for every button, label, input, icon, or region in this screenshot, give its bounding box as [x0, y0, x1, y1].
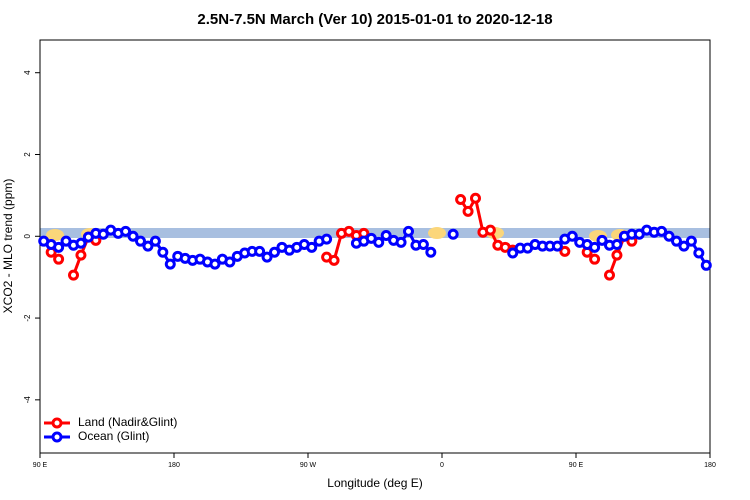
- y-tick-label: 2: [23, 152, 32, 157]
- data-point: [75, 237, 87, 249]
- data-point: [149, 235, 161, 247]
- x-tick-label: 180: [168, 462, 180, 469]
- data-point: [306, 241, 318, 253]
- land-shade: [428, 227, 446, 239]
- y-tick-label: 0: [23, 234, 32, 239]
- data-point: [135, 235, 146, 247]
- legend-marker: [51, 417, 63, 429]
- data-point: [484, 224, 496, 236]
- x-tick-label: 90 W: [300, 462, 317, 469]
- data-point: [75, 249, 87, 261]
- y-tick-label: -2: [23, 314, 32, 322]
- data-point: [164, 258, 176, 270]
- data-point: [462, 205, 474, 217]
- data-point: [693, 247, 705, 259]
- data-point: [157, 246, 169, 258]
- data-point: [671, 235, 682, 247]
- data-point: [663, 230, 675, 242]
- data-point: [395, 236, 407, 248]
- data-point: [254, 245, 266, 257]
- data-point: [269, 246, 280, 258]
- chart-title: 2.5N-7.5N March (Ver 10) 2015-01-01 to 2…: [197, 11, 552, 28]
- legend-label: Land (Nadir&Glint): [78, 415, 177, 429]
- data-point: [328, 254, 340, 266]
- data-point: [678, 240, 690, 252]
- data-point: [447, 228, 459, 240]
- data-point: [611, 249, 623, 261]
- data-point: [596, 234, 608, 246]
- data-point: [589, 241, 601, 253]
- data-point: [417, 238, 429, 250]
- y-tick-label: 4: [23, 70, 32, 75]
- data-point: [611, 238, 623, 250]
- data-point: [685, 235, 697, 247]
- data-point: [53, 253, 65, 265]
- x-tick-label: 90 E: [569, 462, 584, 469]
- data-point: [604, 269, 615, 281]
- data-point: [68, 269, 79, 281]
- data-point: [209, 258, 221, 270]
- data-point: [53, 241, 65, 253]
- x-tick-label: 180: [704, 462, 716, 469]
- land-shade: [46, 229, 64, 241]
- data-point: [507, 247, 519, 259]
- x-axis-label: Longitude (deg E): [327, 476, 422, 490]
- data-point: [589, 253, 601, 265]
- legend-label: Ocean (Glint): [78, 429, 149, 443]
- data-point: [470, 192, 481, 204]
- data-point: [551, 240, 563, 252]
- legend-marker: [51, 431, 63, 443]
- plot-frame: [39, 39, 711, 454]
- data-point: [127, 230, 139, 242]
- data-point: [261, 251, 273, 263]
- data-point: [321, 233, 333, 245]
- y-axis-label: XCO2 - MLO trend (ppm): [1, 179, 15, 314]
- data-point: [566, 230, 578, 242]
- data-point: [373, 236, 385, 248]
- data-point: [403, 225, 414, 237]
- data-point: [425, 246, 437, 258]
- x-tick-label: 0: [440, 462, 444, 469]
- data-point: [142, 240, 154, 252]
- data-point: [656, 225, 668, 237]
- data-point: [455, 193, 467, 205]
- data-point: [224, 256, 236, 268]
- data-point: [700, 259, 712, 271]
- data-point: [380, 229, 392, 241]
- ocean-band: [40, 228, 710, 238]
- y-tick-label: -4: [23, 396, 32, 404]
- data-point: [120, 225, 132, 237]
- data-point: [559, 245, 571, 257]
- x-tick-label: 90 E: [33, 462, 48, 469]
